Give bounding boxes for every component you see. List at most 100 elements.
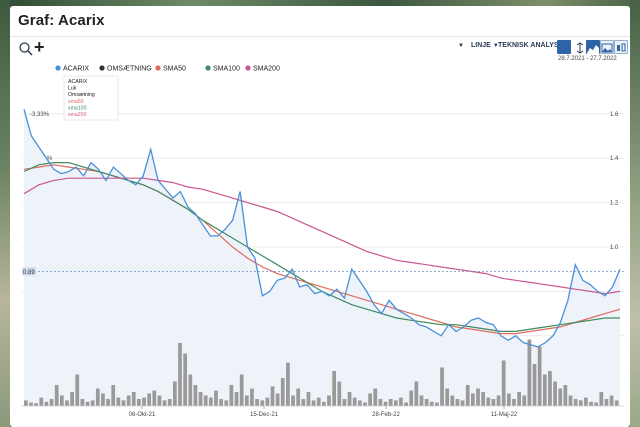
volume-bar: [106, 399, 110, 406]
volume-bar: [481, 392, 486, 406]
legend-marker: [55, 65, 61, 71]
legend-marker: [205, 65, 211, 71]
volume-bar: [188, 374, 193, 406]
acarix-line[interactable]: [23, 109, 621, 348]
volume-bar: [537, 346, 542, 406]
scale-icon[interactable]: [573, 40, 587, 54]
volume-bar: [137, 399, 141, 406]
sma200-line[interactable]: [23, 177, 621, 295]
volume-bar: [532, 364, 537, 406]
volume-bar: [553, 381, 557, 406]
volume-bar: [270, 386, 275, 406]
volume-bar: [409, 390, 414, 406]
chevron-down-icon[interactable]: ▼: [458, 43, 464, 49]
volume-bar: [250, 388, 254, 406]
volume-bar: [378, 399, 383, 406]
volume-bar: [316, 397, 321, 406]
volume-bar: [465, 385, 470, 406]
volume-bar: [368, 393, 372, 406]
x-axis-tick: 11-Maj-22: [491, 412, 518, 418]
volume-bar: [347, 392, 352, 406]
tooltip-line: sma50: [68, 99, 84, 105]
volume-bar: [455, 399, 460, 406]
legend-label: SMA200: [253, 65, 280, 72]
volume-bar: [440, 367, 444, 406]
volume-bar: [337, 381, 342, 406]
legend-marker: [245, 65, 251, 71]
volume-bar: [506, 393, 511, 406]
tooltip-line: sma200: [68, 112, 87, 118]
page-title: Graf: Acarix: [18, 12, 105, 29]
volume-bar: [101, 393, 105, 406]
volume-bar: [142, 397, 146, 406]
volume-bar: [193, 385, 198, 406]
image-icon[interactable]: [600, 40, 614, 54]
volume-bar: [203, 395, 208, 406]
volume-bar: [486, 397, 491, 406]
volume-bar: [229, 385, 234, 406]
x-axis-tick: 06-Okt-21: [129, 412, 156, 418]
volume-bar: [34, 403, 39, 406]
volume-bar: [501, 360, 506, 406]
volume-bar: [327, 395, 331, 406]
crosshair-icon[interactable]: [557, 40, 571, 54]
volume-bar: [399, 397, 403, 406]
volume-bar: [352, 397, 357, 406]
zoom-icon[interactable]: [18, 41, 34, 57]
x-axis-tick: 15-Dec-21: [250, 412, 279, 418]
tooltip-line: Luk: [68, 86, 77, 92]
volume-bar: [286, 362, 290, 406]
chart-type-dropdown[interactable]: LINJE ▼: [471, 42, 499, 49]
volume-bar: [491, 399, 496, 406]
volume-bar: [573, 399, 578, 406]
right-axis-tick: 1.0: [610, 245, 619, 251]
volume-bar: [589, 401, 593, 406]
volume-bar: [429, 401, 434, 406]
volume-bar: [373, 388, 378, 406]
background-photo-left: [0, 0, 10, 427]
volume-bar: [311, 400, 316, 406]
volume-bar: [363, 402, 367, 406]
volume-bar: [152, 390, 157, 406]
tooltip-box: [63, 75, 119, 121]
volume-bar: [244, 395, 249, 406]
volume-bar: [435, 402, 439, 406]
volume-bar: [208, 397, 213, 406]
volume-bar: [178, 343, 182, 406]
volume-bar: [527, 339, 532, 406]
volume-bar: [548, 371, 552, 406]
volume-bar: [517, 392, 521, 406]
volume-bar: [147, 393, 152, 406]
legend-item-acarix[interactable]: ACARIX: [55, 65, 89, 72]
tooltip-line: sma100: [68, 105, 87, 111]
mountain-chart-icon[interactable]: [586, 40, 600, 54]
volume-bar: [131, 392, 136, 406]
current-value-label: 0.89: [23, 270, 35, 276]
volume-bar: [275, 393, 280, 406]
volume-bar: [111, 385, 116, 406]
volume-bar: [49, 399, 54, 406]
legend-label: SMA50: [163, 65, 186, 72]
legend-item-omstning[interactable]: OMSÆTNING: [99, 65, 152, 72]
volume-bar: [450, 395, 455, 406]
volume-bar: [260, 400, 265, 406]
price-chart[interactable]: 1.6-3.33%1.4-15.41%1.2-27.50%1.0-39.58%0…: [20, 58, 624, 422]
legend-marker: [155, 65, 161, 71]
legend-item-sma100[interactable]: SMA100: [205, 65, 240, 72]
volume-bar: [116, 397, 121, 406]
legend-item-sma200[interactable]: SMA200: [245, 65, 280, 72]
volume-bar: [599, 392, 604, 406]
volume-bar: [296, 388, 301, 406]
candlestick-icon[interactable]: [614, 40, 628, 54]
technical-analysis-label: TEKNISK ANALYSE: [498, 42, 564, 49]
x-axis-tick: 28-Feb-22: [372, 412, 400, 418]
volume-bar: [542, 374, 547, 406]
volume-bar: [121, 400, 126, 406]
add-icon[interactable]: +: [34, 37, 45, 57]
volume-bar: [234, 392, 239, 406]
volume-bar: [301, 399, 306, 406]
legend-label: SMA100: [213, 65, 240, 72]
volume-bar: [604, 399, 609, 406]
legend-item-sma50[interactable]: SMA50: [155, 65, 186, 72]
volume-bar: [183, 353, 188, 406]
